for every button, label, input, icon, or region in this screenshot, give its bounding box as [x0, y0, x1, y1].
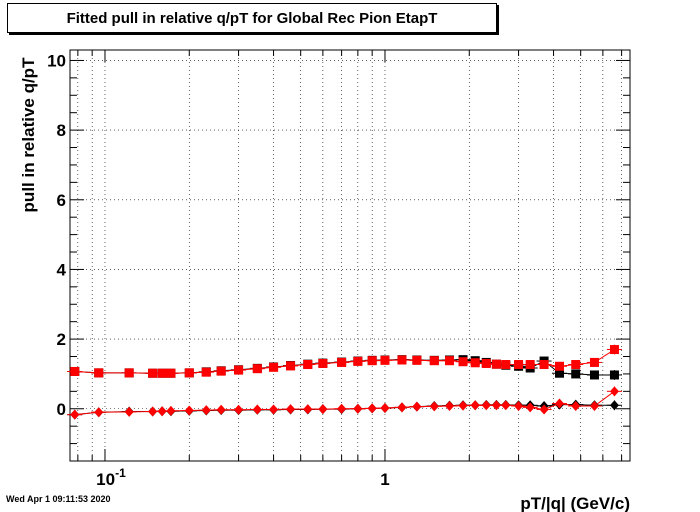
data-point: [269, 362, 279, 372]
data-point: [234, 365, 244, 375]
data-point: [470, 400, 480, 411]
y-tick-label: 8: [57, 121, 66, 140]
data-point: [429, 401, 439, 412]
data-point: [157, 406, 167, 417]
data-point: [148, 368, 158, 378]
data-point: [367, 356, 377, 366]
data-point: [216, 366, 226, 376]
data-point: [234, 404, 244, 415]
data-point: [201, 405, 211, 416]
data-point: [554, 368, 564, 378]
y-tick-label: 0: [57, 400, 66, 419]
data-point: [458, 357, 468, 367]
x-tick-label: 10-1: [96, 466, 126, 489]
data-point: [539, 404, 549, 415]
data-point: [571, 360, 581, 370]
data-point: [252, 364, 262, 374]
x-tick-label: 1: [380, 470, 389, 489]
data-point: [397, 402, 407, 413]
data-point: [367, 403, 377, 414]
series-layer: [67, 344, 622, 420]
data-point: [609, 370, 619, 380]
data-point: [571, 400, 581, 411]
data-point: [252, 404, 262, 415]
data-point: [445, 356, 455, 366]
data-point: [157, 368, 167, 378]
data-point: [148, 406, 158, 417]
data-point: [609, 386, 619, 397]
data-point: [303, 404, 313, 415]
data-point: [491, 400, 501, 411]
data-point: [412, 355, 422, 365]
data-point: [184, 368, 194, 378]
data-point: [380, 355, 390, 365]
data-point: [269, 404, 279, 415]
data-point: [70, 409, 80, 420]
data-point: [412, 401, 422, 412]
data-point: [201, 367, 211, 377]
y-tick-label: 6: [57, 191, 66, 210]
data-point: [337, 357, 347, 367]
data-point: [458, 400, 468, 411]
data-point: [337, 403, 347, 414]
data-point: [166, 368, 176, 378]
data-point: [94, 368, 104, 378]
timestamp: Wed Apr 1 09:11:53 2020: [6, 494, 111, 504]
y-axis-label: pull in relative q/pT: [19, 57, 38, 213]
data-point: [286, 404, 296, 415]
data-point: [609, 400, 619, 411]
data-point: [353, 403, 363, 414]
data-point: [501, 360, 511, 370]
data-point: [318, 404, 328, 415]
data-point: [589, 370, 599, 380]
data-point: [554, 398, 564, 409]
data-point: [514, 360, 524, 370]
data-point: [318, 358, 328, 368]
data-point: [429, 356, 439, 366]
data-point: [184, 405, 194, 416]
data-point: [501, 400, 511, 411]
data-point: [216, 404, 226, 415]
data-point: [353, 356, 363, 366]
data-point: [481, 400, 491, 411]
data-point: [571, 369, 581, 379]
data-point: [124, 406, 134, 417]
data-point: [470, 358, 480, 368]
grid: [70, 50, 630, 461]
x-axis-label: pT/|q| (GeV/c): [520, 494, 630, 512]
chart-title: Fitted pull in relative q/pT for Global …: [7, 3, 497, 33]
data-point: [70, 366, 80, 376]
data-point: [286, 361, 296, 371]
y-tick-label: 4: [57, 260, 67, 279]
data-point: [94, 407, 104, 418]
data-point: [380, 403, 390, 414]
data-point: [554, 361, 564, 371]
data-point: [589, 357, 599, 367]
data-point: [539, 360, 549, 370]
data-point: [303, 360, 313, 370]
data-point: [481, 358, 491, 368]
data-point: [514, 400, 524, 411]
data-point: [445, 400, 455, 411]
plot-frame: [69, 49, 631, 462]
data-point: [609, 345, 619, 355]
data-point: [525, 360, 535, 370]
data-point: [525, 402, 535, 413]
data-point: [397, 355, 407, 365]
series-4: [67, 386, 622, 420]
series-2: [67, 344, 622, 378]
y-tick-label: 2: [57, 330, 66, 349]
data-point: [589, 400, 599, 411]
data-point: [166, 405, 176, 416]
data-point: [491, 359, 501, 369]
data-point: [124, 368, 134, 378]
y-tick-label: 10: [47, 51, 66, 70]
